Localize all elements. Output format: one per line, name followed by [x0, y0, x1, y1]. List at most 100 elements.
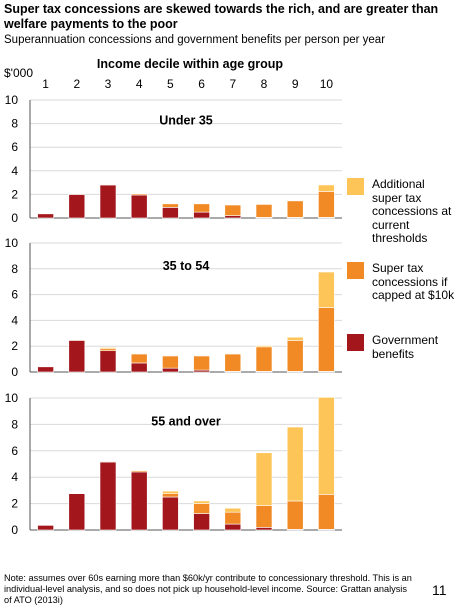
y-tick-label: 6 — [11, 140, 18, 154]
bar-additional-decile-8 — [255, 345, 273, 348]
bar-gov-decile-1 — [37, 366, 54, 373]
bar-capped-decile-9 — [286, 500, 304, 530]
bar-gov-decile-6 — [193, 211, 210, 219]
bar-gov-decile-2 — [68, 493, 86, 531]
y-tick-label: 4 — [11, 164, 18, 178]
bar-additional-decile-4 — [130, 469, 148, 471]
bar-additional-decile-5 — [162, 490, 179, 494]
bar-additional-decile-7 — [224, 352, 242, 355]
decile-label: 10 — [320, 77, 334, 91]
decile-label: 6 — [198, 77, 205, 91]
y-tick-label: 0 — [11, 365, 18, 379]
decile-label: 3 — [105, 77, 112, 91]
bar-gov-decile-5 — [162, 496, 179, 531]
bar-gov-decile-3 — [99, 184, 117, 219]
decile-label: 5 — [167, 77, 174, 91]
y-tick-label: 8 — [11, 417, 18, 431]
bar-capped-decile-2 — [68, 193, 86, 195]
bar-gov-decile-4 — [130, 194, 148, 219]
bar-gov-decile-2 — [68, 194, 86, 219]
bar-gov-decile-4 — [130, 471, 148, 531]
bar-capped-decile-10 — [318, 191, 335, 218]
y-tick-label: 2 — [11, 187, 18, 201]
bar-gov-decile-5 — [162, 207, 179, 219]
bar-capped-decile-3 — [99, 184, 117, 186]
bar-gov-decile-1 — [37, 525, 54, 531]
bar-capped-decile-8 — [255, 204, 273, 218]
legend-label-capped: Super tax concessions if capped at $10k — [372, 261, 455, 302]
bar-gov-decile-3 — [99, 350, 117, 373]
bar-capped-decile-5 — [162, 355, 179, 369]
bar-capped-decile-5 — [162, 203, 179, 208]
bar-capped-decile-7 — [224, 204, 242, 216]
y-tick-label: 0 — [11, 523, 18, 537]
decile-label: 7 — [229, 77, 236, 91]
y-tick-label: 8 — [11, 117, 18, 131]
bar-additional-decile-10 — [318, 184, 335, 192]
bar-capped-decile-10 — [318, 494, 335, 530]
bar-capped-decile-8 — [255, 505, 273, 528]
bar-gov-decile-2 — [68, 340, 86, 373]
bar-additional-decile-6 — [193, 354, 210, 357]
bar-gov-decile-4 — [130, 362, 148, 373]
y-tick-label: 0 — [11, 211, 18, 225]
bar-additional-decile-7 — [224, 507, 242, 513]
bar-gov-decile-1 — [37, 213, 54, 219]
legend-swatch-government — [347, 334, 364, 351]
bar-capped-decile-9 — [286, 200, 304, 218]
decile-label: 1 — [42, 77, 49, 91]
bar-additional-decile-9 — [286, 426, 304, 502]
bar-capped-decile-6 — [193, 203, 210, 213]
bar-gov-decile-5 — [162, 367, 179, 373]
bar-capped-decile-6 — [193, 355, 210, 371]
bar-gov-decile-8 — [255, 527, 273, 531]
decile-label: 8 — [261, 77, 268, 91]
y-unit-label: $'000 — [4, 66, 33, 80]
bar-capped-decile-7 — [224, 511, 242, 525]
chart-title: Super tax concessions are skewed towards… — [4, 2, 439, 31]
bar-gov-decile-6 — [193, 513, 210, 531]
y-tick-label: 2 — [11, 339, 18, 353]
bar-capped-decile-4 — [130, 353, 148, 364]
legend-swatch-capped — [347, 262, 364, 279]
panel-title: 35 to 54 — [163, 259, 210, 273]
panel-title: 55 and over — [151, 414, 221, 428]
decile-label: 4 — [136, 77, 143, 91]
bar-capped-decile-10 — [318, 307, 335, 372]
decile-label: 2 — [73, 77, 80, 91]
y-tick-label: 2 — [11, 497, 18, 511]
y-tick-label: 4 — [11, 313, 18, 327]
panel-title: Under 35 — [159, 114, 213, 128]
legend-label-additional: Additional super tax concessions at curr… — [372, 177, 452, 245]
bar-capped-decile-3 — [99, 461, 117, 463]
bar-additional-decile-9 — [286, 336, 304, 341]
bar-capped-decile-7 — [224, 353, 242, 372]
legend-label-government: Government benefits — [372, 333, 439, 361]
bar-capped-decile-4 — [130, 193, 148, 196]
bar-additional-decile-5 — [162, 354, 179, 357]
bar-additional-decile-10 — [318, 271, 335, 308]
y-tick-label: 10 — [5, 93, 19, 107]
bar-capped-decile-9 — [286, 340, 304, 372]
bar-gov-decile-7 — [224, 523, 242, 531]
y-tick-label: 8 — [11, 262, 18, 276]
bar-additional-decile-8 — [255, 452, 273, 506]
y-tick-label: 6 — [11, 444, 18, 458]
bar-capped-decile-2 — [68, 339, 86, 341]
bar-capped-decile-8 — [255, 346, 273, 372]
y-tick-label: 4 — [11, 470, 18, 484]
footnote: Note: assumes over 60s earning more than… — [4, 573, 412, 605]
legend-swatch-additional — [347, 178, 364, 195]
x-axis-header: Income decile within age group — [96, 57, 284, 71]
decile-label: 9 — [292, 77, 299, 91]
bar-capped-decile-6 — [193, 503, 210, 514]
page-number: 11 — [432, 582, 447, 598]
bar-additional-decile-10 — [318, 397, 335, 495]
y-tick-label: 10 — [5, 391, 19, 405]
y-tick-label: 6 — [11, 288, 18, 302]
y-tick-label: 10 — [5, 236, 19, 250]
bar-additional-decile-4 — [130, 352, 148, 355]
bar-additional-decile-6 — [193, 500, 210, 504]
bar-gov-decile-3 — [99, 461, 117, 531]
